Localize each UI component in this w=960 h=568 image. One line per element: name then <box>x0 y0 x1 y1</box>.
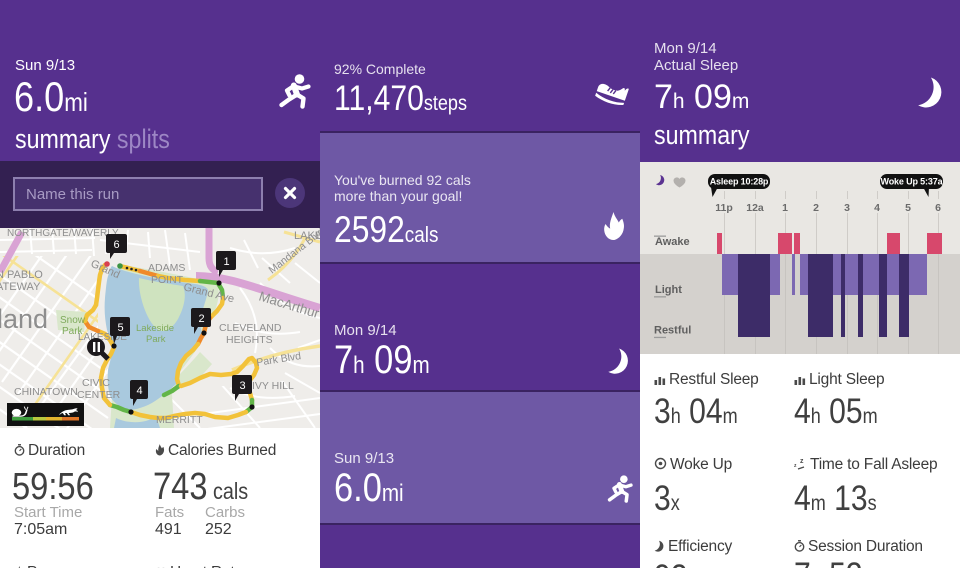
svg-text:Asleep 10:28p: Asleep 10:28p <box>710 177 769 187</box>
svg-text:LAKESIDE: LAKESIDE <box>78 332 127 343</box>
svg-text:land: land <box>0 304 48 334</box>
svg-text:Awake: Awake <box>655 236 690 248</box>
svg-text:Park: Park <box>146 334 166 345</box>
svg-text:4: 4 <box>874 202 880 214</box>
svg-text:CHINATOWN: CHINATOWN <box>14 386 78 398</box>
svg-text:LAKES: LAKES <box>294 230 320 242</box>
svg-text:5: 5 <box>117 322 123 334</box>
svg-text:CIVIC: CIVIC <box>82 377 110 389</box>
svg-text:z: z <box>800 458 804 465</box>
svg-text:Restful: Restful <box>654 325 691 337</box>
svg-text:Light: Light <box>655 284 682 296</box>
svg-text:POINT: POINT <box>151 274 184 286</box>
svg-text:2: 2 <box>198 313 204 325</box>
svg-text:12a: 12a <box>746 202 764 214</box>
svg-text:1: 1 <box>782 202 788 214</box>
svg-text:6: 6 <box>113 239 119 251</box>
svg-text:CENTER: CENTER <box>77 389 121 401</box>
svg-text:MERRITT: MERRITT <box>156 414 203 426</box>
svg-text:Lakeside: Lakeside <box>136 323 174 334</box>
svg-text:NORTHGATE/WAVERLY: NORTHGATE/WAVERLY <box>7 228 119 239</box>
svg-text:N PABLO: N PABLO <box>0 269 43 281</box>
svg-text:2: 2 <box>813 202 819 214</box>
svg-text:IVY HILL: IVY HILL <box>252 380 294 392</box>
svg-text:5: 5 <box>905 202 911 214</box>
svg-text:1: 1 <box>223 256 229 268</box>
svg-text:CLEVELAND: CLEVELAND <box>219 322 282 334</box>
svg-text:6: 6 <box>935 202 941 214</box>
svg-text:ADAMS: ADAMS <box>148 262 185 274</box>
svg-text:Snow: Snow <box>60 315 86 326</box>
svg-text:Park: Park <box>62 326 84 337</box>
svg-text:Woke Up 5:37a: Woke Up 5:37a <box>881 177 944 187</box>
svg-text:ATEWAY: ATEWAY <box>0 281 41 293</box>
svg-text:4: 4 <box>136 385 142 397</box>
svg-text:3: 3 <box>239 380 245 392</box>
svg-text:HEIGHTS: HEIGHTS <box>226 334 273 346</box>
svg-text:3: 3 <box>844 202 850 214</box>
svg-text:11p: 11p <box>715 202 733 214</box>
svg-text:z: z <box>794 463 797 469</box>
